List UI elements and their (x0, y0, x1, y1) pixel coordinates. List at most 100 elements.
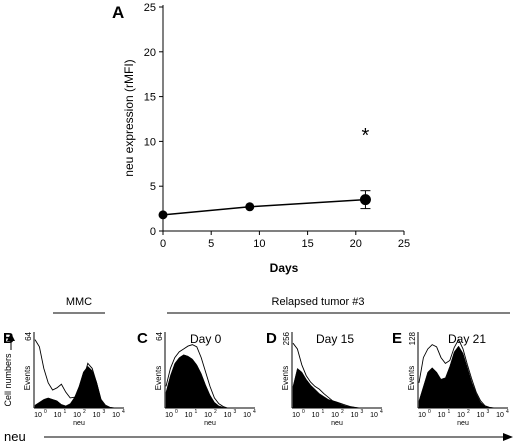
hist-ymax-label: 256 (282, 331, 291, 345)
plot-marks: * (158, 125, 371, 220)
hist-x-tick-exponent: 3 (103, 409, 106, 415)
hist-x-tick-label: 10 (34, 412, 42, 419)
y-tick-label: 25 (144, 2, 156, 14)
hist-x-tick-exponent: 1 (64, 409, 67, 415)
hist-x-tick-label: 10 (112, 412, 120, 419)
hist-x-tick-exponent: 3 (487, 409, 490, 415)
hist-x-tick-exponent: 0 (302, 409, 305, 415)
hist-x-tick-label: 10 (370, 412, 378, 419)
hist-x-tick-exponent: 1 (195, 409, 198, 415)
x-tick-label: 20 (350, 238, 362, 250)
hist-x-tick-label: 10 (457, 412, 465, 419)
hist-filled-curve (418, 345, 507, 409)
x-tick-label: 15 (301, 238, 313, 250)
hist-open-curve (34, 339, 123, 409)
hist-x-tick-exponent: 2 (467, 409, 470, 415)
x-tick-label: 10 (253, 238, 265, 250)
hist-open-curve (292, 342, 381, 409)
hist-x-axis-label: neu (457, 420, 469, 427)
day-21-title: Day 21 (448, 332, 486, 346)
hist-x-axis-label: neu (73, 420, 85, 427)
hist-x-tick-label: 10 (496, 412, 504, 419)
day-0-title: Day 0 (190, 332, 222, 346)
hist-x-tick-exponent: 4 (506, 409, 509, 415)
y-tick-label: 0 (150, 226, 156, 238)
hist-x-tick-exponent: 1 (322, 409, 325, 415)
x-tick-label: 25 (398, 238, 410, 250)
data-point (359, 194, 371, 206)
hist-x-tick-label: 10 (312, 412, 320, 419)
hist-x-tick-label: 10 (292, 412, 300, 419)
day-15-title: Day 15 (316, 332, 354, 346)
hist-x-tick-exponent: 3 (361, 409, 364, 415)
hist-x-tick-exponent: 0 (44, 409, 47, 415)
hist-x-tick-exponent: 4 (122, 409, 125, 415)
y-axis-label: neu expression (rMFI) (122, 59, 136, 176)
hist-x-tick-exponent: 0 (428, 409, 431, 415)
hist-x-tick-exponent: 2 (341, 409, 344, 415)
hist-x-tick-label: 10 (331, 412, 339, 419)
figure-axes: Cell numbers neu (3, 333, 513, 444)
x-tick-label: 5 (208, 238, 214, 250)
series-line (162, 198, 366, 216)
hist-x-tick-label: 10 (418, 412, 426, 419)
hist-x-tick-label: 10 (224, 412, 232, 419)
data-point (245, 202, 255, 212)
group-labels: MMC Relapsed tumor #3 (53, 296, 510, 314)
cell-numbers-label: Cell numbers (3, 353, 13, 407)
hist-x-tick-exponent: 1 (448, 409, 451, 415)
hist-x-tick-label: 10 (477, 412, 485, 419)
hist-ymax-label: 128 (408, 331, 417, 345)
y-tick-label: 10 (144, 136, 156, 148)
hist-filled-curve (34, 365, 123, 409)
hist-open-curve (418, 338, 507, 409)
group-label-relapsed: Relapsed tumor #3 (272, 296, 365, 308)
hist-x-tick-exponent: 2 (83, 409, 86, 415)
hist-x-tick-label: 10 (54, 412, 62, 419)
panel-label-e: E (392, 330, 402, 347)
group-label-mmc: MMC (66, 296, 92, 308)
hist-x-tick-exponent: 0 (175, 409, 178, 415)
hist-x-tick-label: 10 (351, 412, 359, 419)
y-tick-label: 20 (144, 47, 156, 59)
hist-x-tick-exponent: 4 (380, 409, 383, 415)
cell-numbers-arrowhead (7, 333, 15, 341)
hist-ymax-label: 64 (24, 331, 33, 340)
panel-a: A 0 5 10 15 20 25 0 5 10 15 20 25 * Days neu expre… (112, 2, 410, 275)
hist-events-label: Events (23, 366, 32, 390)
hist-x-tick-label: 10 (438, 412, 446, 419)
hist-x-tick-label: 10 (185, 412, 193, 419)
hist-ymax-label: 64 (155, 331, 164, 340)
hist-x-axis-label: neu (204, 420, 216, 427)
x-ticks: 0 5 10 15 20 25 (160, 231, 410, 250)
hist-events-label: Events (281, 366, 290, 390)
panel-label-c: C (137, 330, 148, 347)
panel-label-a: A (112, 3, 124, 22)
neu-label: neu (4, 429, 26, 444)
hist-x-tick-label: 10 (165, 412, 173, 419)
panel-label-d: D (266, 330, 277, 347)
hist-x-tick-exponent: 3 (234, 409, 237, 415)
hist-x-tick-label: 10 (73, 412, 81, 419)
data-point (158, 210, 168, 220)
hist-events-label: Events (154, 366, 163, 390)
hist-open-curve (165, 344, 254, 409)
hist-x-tick-label: 10 (204, 412, 212, 419)
y-tick-label: 15 (144, 92, 156, 104)
hist-x-tick-label: 10 (243, 412, 251, 419)
hist-x-tick-exponent: 4 (253, 409, 256, 415)
x-tick-label: 0 (160, 238, 166, 250)
y-ticks: 0 5 10 15 20 25 (144, 2, 163, 238)
significance-asterisk: * (362, 125, 370, 147)
hist-events-label: Events (407, 366, 416, 390)
y-tick-label: 5 (150, 181, 156, 193)
